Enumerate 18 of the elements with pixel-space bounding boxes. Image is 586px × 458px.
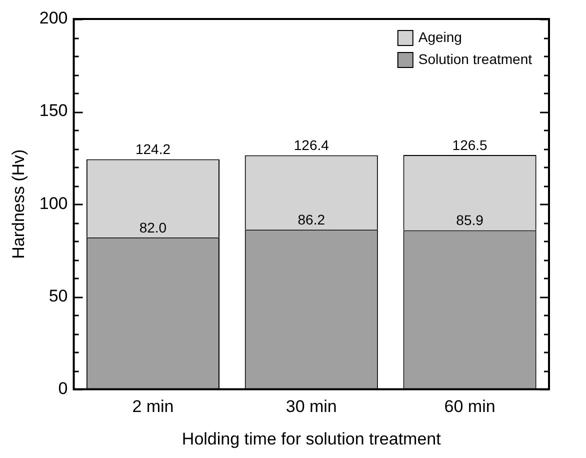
legend-label: Solution treatment — [418, 50, 532, 67]
x-tick-label: 2 min — [132, 397, 174, 416]
y-tick-label: 200 — [39, 8, 68, 28]
total-label: 124.2 — [135, 141, 171, 158]
x-tick-label: 30 min — [286, 397, 337, 416]
y-axis-title: Hardness (Hv) — [8, 149, 28, 259]
total-label: 126.4 — [294, 137, 330, 154]
data-label: 85.9 — [456, 212, 484, 228]
data-label: 82.0 — [139, 219, 167, 236]
data-label: 86.2 — [298, 212, 326, 228]
y-tick-label: 100 — [39, 194, 68, 213]
y-tick-label: 150 — [39, 101, 68, 120]
legend-label: Ageing — [418, 28, 462, 45]
x-axis-title: Holding time for solution treatment — [182, 429, 442, 448]
y-tick-label: 0 — [58, 378, 68, 398]
x-tick-label: 60 min — [444, 397, 496, 416]
total-label: 126.5 — [452, 136, 488, 153]
y-tick-label: 50 — [48, 286, 68, 306]
